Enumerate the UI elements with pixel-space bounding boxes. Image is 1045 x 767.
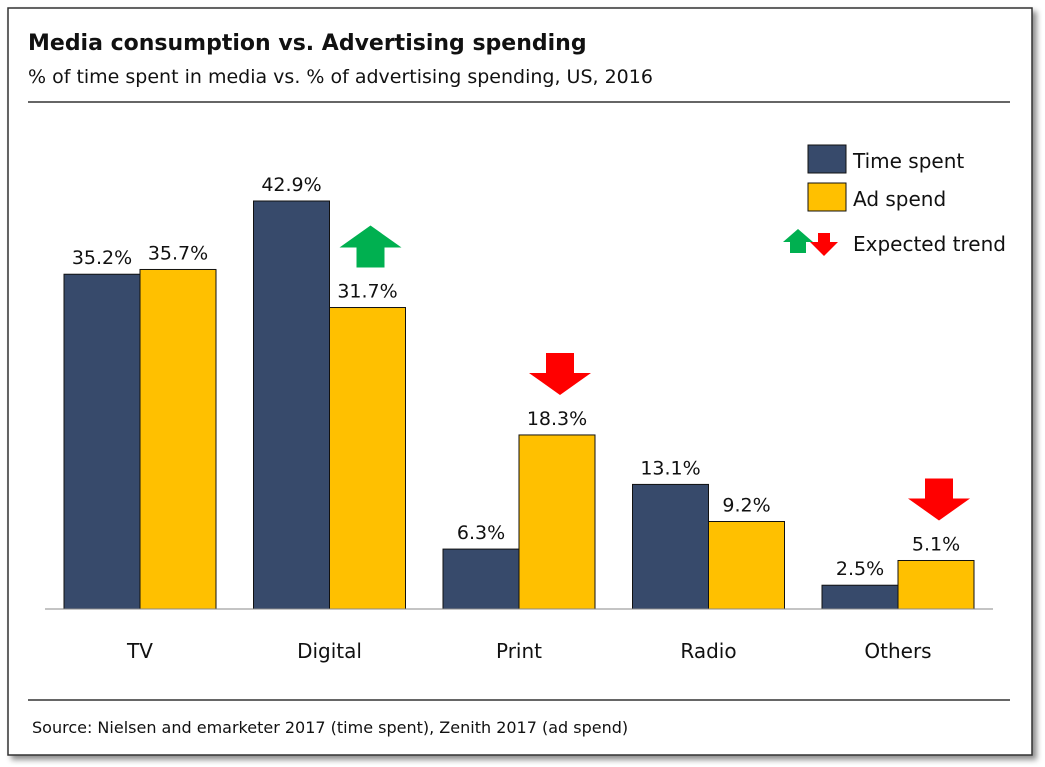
data-label-time-spent-digital: 42.9%	[261, 174, 321, 196]
category-label-digital: Digital	[297, 639, 362, 663]
category-label-others: Others	[864, 639, 931, 663]
bar-ad-spend-print	[518, 434, 596, 610]
bar-ad-spend-digital	[329, 307, 406, 610]
legend-label-time-spent: Time spent	[852, 149, 964, 173]
legend-down-arrow-icon	[810, 233, 838, 256]
trend-up-arrow-icon-digital	[339, 225, 402, 268]
source-note: Source: Nielsen and emarketer 2017 (time…	[32, 718, 628, 737]
legend-label-ad-spend: Ad spend	[853, 187, 946, 211]
chart-subtitle: % of time spent in media vs. % of advert…	[28, 66, 653, 88]
data-label-time-spent-radio: 13.1%	[640, 457, 700, 479]
category-label-print: Print	[496, 639, 542, 663]
legend: Time spent Ad spend Expected trend	[783, 144, 1006, 256]
legend-swatch-time-spent	[807, 144, 847, 174]
chart-title: Media consumption vs. Advertising spendi…	[28, 31, 587, 56]
category-label-radio: Radio	[680, 639, 736, 663]
trend-down-arrow-icon-print	[529, 352, 591, 395]
data-label-ad-spend-radio: 9.2%	[722, 495, 770, 517]
bar-time-spent-digital	[253, 200, 330, 610]
bar-time-spent-others	[821, 584, 899, 610]
data-label-ad-spend-tv: 35.7%	[148, 242, 208, 264]
bar-time-spent-print	[442, 548, 520, 610]
data-label-ad-spend-others: 5.1%	[912, 533, 960, 555]
legend-swatch-ad-spend	[807, 182, 847, 212]
data-label-time-spent-others: 2.5%	[836, 558, 884, 580]
bar-time-spent-tv	[63, 273, 141, 610]
legend-up-arrow-icon	[783, 229, 813, 253]
data-label-time-spent-print: 6.3%	[457, 522, 505, 544]
bar-ad-spend-others	[897, 559, 975, 610]
bar-ad-spend-tv	[139, 268, 217, 610]
category-label-tv: TV	[126, 639, 153, 663]
data-label-ad-spend-digital: 31.7%	[337, 281, 397, 303]
bar-ad-spend-radio	[708, 521, 785, 610]
trend-down-arrow-icon-others	[908, 478, 970, 521]
legend-label-expected-trend: Expected trend	[853, 232, 1006, 256]
bar-time-spent-radio	[632, 483, 709, 610]
data-label-ad-spend-print: 18.3%	[527, 408, 587, 430]
data-label-time-spent-tv: 35.2%	[72, 247, 132, 269]
